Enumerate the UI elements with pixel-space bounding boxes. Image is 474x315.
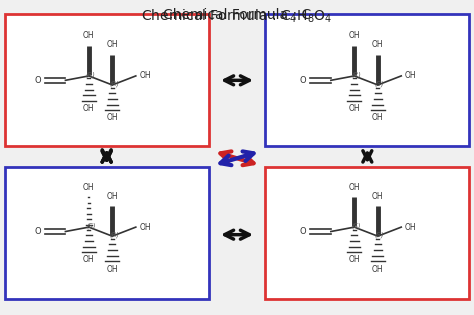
Text: OH: OH [107, 265, 118, 273]
Text: OH: OH [348, 182, 360, 192]
Bar [5, 14, 209, 146]
Text: OH: OH [372, 192, 383, 201]
Text: OH: OH [107, 113, 118, 122]
Bar [265, 14, 469, 146]
Text: (S): (S) [351, 223, 361, 229]
Text: (R): (R) [109, 232, 119, 238]
Text: OH: OH [348, 31, 360, 40]
Text: (R): (R) [86, 72, 96, 78]
Text: OH: OH [405, 72, 417, 80]
Text: OH: OH [372, 40, 383, 49]
Text: O: O [34, 227, 41, 236]
Text: O: O [34, 76, 41, 85]
Text: O: O [300, 227, 306, 236]
Text: (R): (R) [351, 72, 361, 78]
Text: OH: OH [348, 255, 360, 265]
Text: (S): (S) [375, 80, 384, 87]
Text: OH: OH [83, 182, 95, 192]
Text: OH: OH [107, 192, 118, 201]
Text: OH: OH [348, 104, 360, 113]
Text: OH: OH [405, 223, 417, 232]
Text: OH: OH [139, 72, 151, 80]
Text: (S): (S) [375, 232, 384, 238]
Text: OH: OH [139, 223, 151, 232]
Text: (R): (R) [109, 80, 119, 87]
Text: (S): (S) [86, 223, 96, 229]
Text: Chemical Formula : C: Chemical Formula : C [163, 8, 311, 22]
Text: OH: OH [83, 104, 95, 113]
Bar [5, 167, 209, 299]
Text: OH: OH [83, 31, 95, 40]
Text: OH: OH [372, 113, 383, 122]
Text: OH: OH [372, 265, 383, 273]
Text: Chemical Formula : $\mathregular{C_4H_8O_4}$: Chemical Formula : $\mathregular{C_4H_8O… [141, 8, 333, 25]
Text: OH: OH [83, 255, 95, 265]
Text: OH: OH [107, 40, 118, 49]
Text: O: O [300, 76, 306, 85]
Bar [265, 167, 469, 299]
